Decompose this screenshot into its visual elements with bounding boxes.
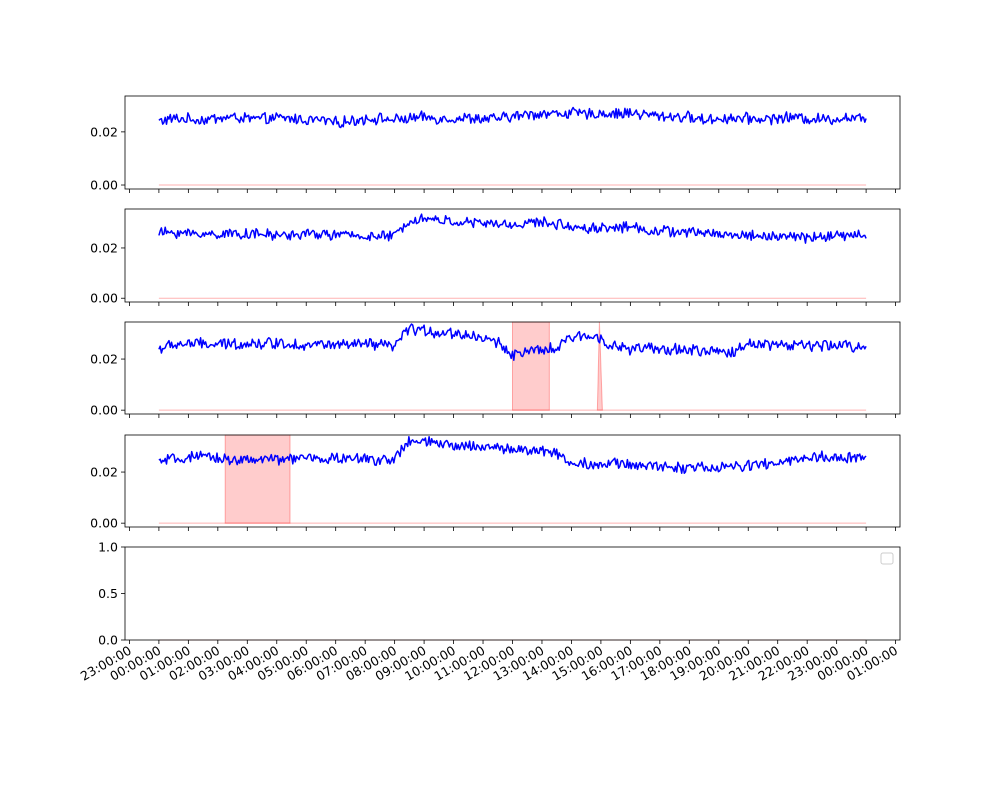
series-line (158, 213, 867, 244)
anomaly-region-1 (224, 434, 291, 524)
panel-4: 0.00 0.02 (90, 434, 901, 531)
y-tick-label: 0.00 (90, 516, 118, 531)
y-tick-label: 0.02 (90, 124, 118, 139)
legend-box (880, 552, 894, 565)
panel-frame (124, 434, 901, 528)
panel-frame (124, 546, 901, 641)
panel-frame (124, 95, 901, 190)
y-tick-label: 0.02 (90, 465, 118, 480)
series-line (158, 323, 867, 361)
panel-3: 0.00 0.02 (90, 321, 901, 418)
anomaly-spike-2 (596, 321, 603, 411)
y-tick-label: 0.0 (98, 633, 118, 648)
y-tick-label: 0.00 (90, 291, 118, 306)
series-line (158, 106, 867, 129)
y-tick-label: 0.02 (90, 352, 118, 367)
y-tick-label: 0.00 (90, 178, 118, 193)
panel-2: 0.00 0.02 (90, 208, 901, 306)
panel-1: 0.00 0.02 (90, 95, 901, 193)
y-tick-label: 1.0 (98, 540, 118, 555)
y-tick-label: 0.02 (90, 240, 118, 255)
y-tick-label: 0.5 (98, 586, 118, 601)
panel-frame (124, 208, 901, 303)
anomaly-region-1 (512, 321, 550, 411)
y-tick-label: 0.00 (90, 403, 118, 418)
panel-frame (124, 321, 901, 415)
series-line (158, 435, 867, 474)
